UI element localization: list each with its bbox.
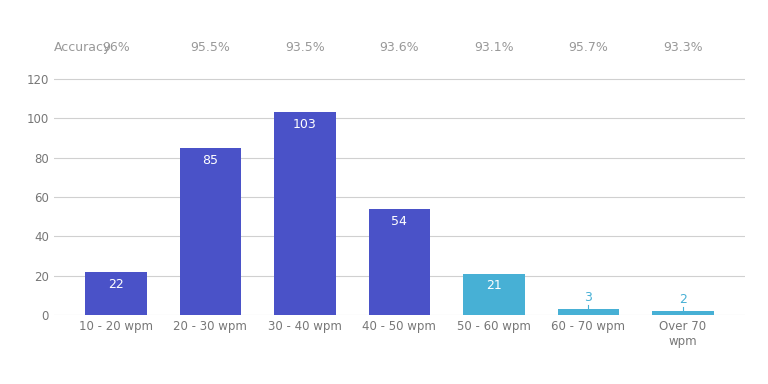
Text: 85: 85 [203, 154, 218, 167]
Text: 93.1%: 93.1% [474, 41, 514, 54]
Text: 103: 103 [293, 118, 316, 131]
Text: 95.5%: 95.5% [190, 41, 230, 54]
Text: 21: 21 [486, 280, 502, 293]
Bar [558, 309, 619, 315]
Text: 96%: 96% [102, 41, 130, 54]
Bar [274, 113, 336, 315]
Bar [652, 311, 713, 315]
Text: 22: 22 [108, 278, 124, 291]
Text: 93.6%: 93.6% [379, 41, 419, 54]
Bar [369, 209, 430, 315]
Text: 93.3%: 93.3% [663, 41, 703, 54]
Text: 3: 3 [584, 291, 592, 304]
Text: 93.5%: 93.5% [285, 41, 325, 54]
Text: 95.7%: 95.7% [568, 41, 608, 54]
Text: Accuracy: Accuracy [54, 41, 111, 54]
Bar [463, 273, 525, 315]
Text: 2: 2 [679, 293, 687, 306]
Text: 54: 54 [392, 215, 407, 228]
Bar [85, 271, 147, 315]
Bar [180, 148, 241, 315]
